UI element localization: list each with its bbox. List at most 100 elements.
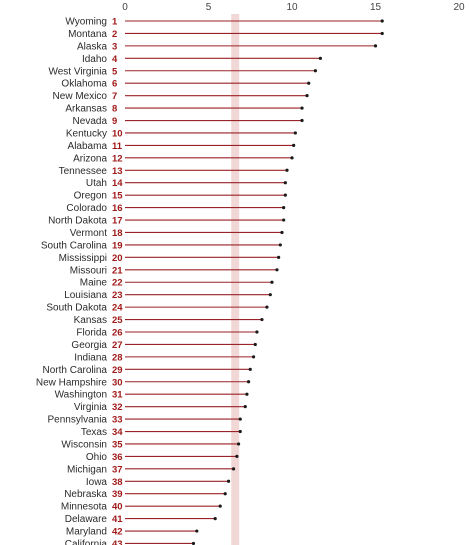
rank-label: 27 (112, 340, 123, 351)
chart-row: Vermont 18 (70, 228, 284, 239)
lollipop-dot (231, 467, 236, 471)
rank-label: 25 (112, 315, 123, 326)
state-label: South Carolina (41, 240, 108, 251)
state-label: Oklahoma (61, 79, 107, 90)
rank-label: 10 (112, 128, 123, 139)
state-label: Pennsylvania (48, 415, 108, 426)
x-tick-label: 20 (453, 2, 465, 13)
state-label: Colorado (66, 203, 107, 214)
state-label: New Mexico (53, 91, 108, 102)
lollipop-dot (246, 380, 251, 384)
rank-label: 16 (112, 203, 123, 214)
state-label: Missouri (70, 265, 107, 276)
chart-row: Utah 14 (86, 178, 287, 189)
lollipop-dot (307, 81, 311, 85)
lollipop-dot (260, 317, 264, 322)
chart-row: Michigan 37 (67, 464, 236, 475)
lollipop-dot (245, 392, 249, 396)
chart-row: Pennsylvania 33 (48, 415, 242, 426)
lollipop-dot (268, 293, 272, 297)
chart-row: Alaska 3 (77, 41, 378, 52)
chart-row: West Virginia 5 (48, 66, 317, 77)
x-tick-label: 0 (122, 2, 128, 13)
rank-label: 2 (112, 29, 117, 40)
lollipop-dot (243, 405, 247, 409)
state-label: Indiana (74, 352, 107, 363)
chart-row: South Carolina 19 (41, 240, 282, 251)
rank-label: 36 (112, 452, 123, 463)
chart-row: New Mexico 7 (53, 91, 309, 102)
chart-row: Tennessee 13 (59, 166, 289, 177)
chart-row: Louisiana 23 (64, 290, 272, 301)
chart-row: Virginia 32 (74, 402, 247, 413)
state-label: Oregon (74, 191, 107, 202)
chart-row: Alabama 11 (68, 141, 296, 152)
chart-row: Oklahoma 6 (61, 79, 311, 90)
state-label: Wisconsin (61, 439, 107, 450)
lollipop-dot (253, 342, 257, 347)
lollipop-dot (290, 156, 294, 160)
state-label: Arkansas (65, 104, 107, 115)
rank-label: 40 (112, 502, 123, 513)
rank-label: 12 (112, 153, 123, 164)
lollipop-dot (285, 168, 289, 172)
rank-label: 18 (112, 228, 123, 239)
rank-label: 9 (112, 116, 117, 127)
rank-label: 38 (112, 477, 123, 488)
lollipop-dot (278, 243, 282, 247)
state-label: Arizona (73, 153, 107, 164)
state-label: Wyoming (65, 17, 107, 28)
chart-row: Kentucky 10 (66, 128, 297, 139)
state-label: Tennessee (59, 166, 108, 177)
state-label: Louisiana (64, 290, 107, 301)
rank-label: 24 (112, 303, 123, 314)
chart-row: South Dakota 24 (46, 303, 269, 314)
chart-row: Maryland 42 (66, 527, 199, 538)
lollipop-dot (238, 429, 242, 434)
rank-label: 39 (112, 489, 123, 500)
state-label: Vermont (70, 228, 107, 239)
chart-row: Nebraska 39 (64, 489, 227, 500)
lollipop-dot (380, 19, 384, 23)
rank-label: 14 (112, 178, 123, 189)
lollipop-dot (318, 56, 322, 60)
x-tick-label: 10 (286, 2, 298, 13)
state-label: Idaho (82, 54, 107, 65)
rank-label: 6 (112, 79, 117, 90)
state-label: Texas (81, 427, 107, 438)
state-label: Mississippi (59, 253, 107, 264)
lollipop-dot (300, 106, 304, 110)
rank-label: 1 (112, 17, 118, 28)
lollipop-dot (213, 517, 217, 521)
rank-label: 23 (112, 290, 123, 301)
state-label: Washington (55, 390, 107, 401)
reference-band (231, 14, 240, 545)
chart-row: Florida 26 (76, 328, 259, 339)
lollipop-dot (236, 442, 241, 446)
rank-label: 32 (112, 402, 123, 413)
state-label: California (65, 539, 108, 545)
state-label: South Dakota (46, 303, 107, 314)
rank-label: 8 (112, 104, 117, 115)
lollipop-dot (280, 230, 284, 235)
state-label: Michigan (67, 464, 107, 475)
rank-label: 29 (112, 365, 123, 376)
rank-label: 41 (112, 514, 123, 525)
state-label: New Hampshire (36, 377, 108, 388)
state-label: Virginia (74, 402, 108, 413)
rank-label: 19 (112, 240, 123, 251)
state-label: North Carolina (43, 365, 108, 376)
rank-label: 11 (112, 141, 123, 152)
lollipop-dot (218, 504, 222, 508)
state-label: Minnesota (61, 502, 108, 513)
lollipop-dot (191, 541, 196, 545)
lollipop-dot (380, 31, 384, 36)
rank-label: 22 (112, 278, 123, 289)
rank-label: 30 (112, 377, 123, 388)
x-axis: 0 5 10 15 20 (122, 2, 465, 13)
rank-label: 5 (112, 66, 118, 77)
chart-row: Indiana 28 (74, 352, 256, 363)
chart-row: Missouri 21 (70, 265, 279, 276)
lollipop-dot (313, 69, 317, 73)
